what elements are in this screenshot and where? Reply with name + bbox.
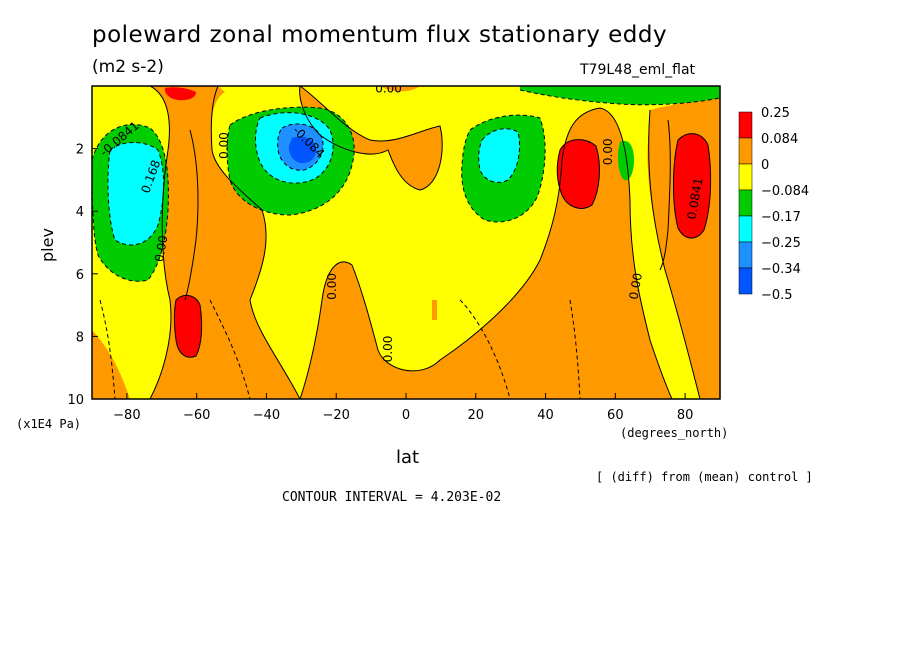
contour-line [659, 119, 671, 271]
y-tick-label: 2 [76, 143, 84, 158]
x-tick-label: 0 [402, 408, 410, 423]
run-label: T79L48_eml_flat [580, 62, 696, 78]
x-axis: −80 −60 −40 −20 0 20 40 60 80 [113, 393, 693, 423]
x-axis-label: lat [396, 447, 420, 468]
contour-line [149, 86, 172, 399]
contour-line-negative [461, 114, 546, 223]
positive-max [673, 133, 711, 239]
positive-max [164, 87, 196, 101]
x-tick-label: −60 [183, 408, 210, 423]
positive-max [557, 139, 600, 209]
contour-line-negative [99, 299, 116, 399]
x-tick-label: −80 [113, 408, 140, 423]
contour-line-negative [255, 112, 334, 184]
positive-band [432, 300, 437, 320]
negative-core [288, 136, 317, 164]
positive-max [174, 295, 202, 358]
contour-line [673, 133, 712, 239]
contour-line-negative [209, 299, 251, 399]
x-tick-label: 60 [607, 408, 624, 423]
x-tick-label: 40 [537, 408, 554, 423]
colorbar-label: 0.25 [761, 106, 790, 121]
negative-band [617, 140, 634, 181]
diff-note: [ (diff) from (mean) control ] [596, 470, 813, 484]
colorbar-label: −0.25 [761, 236, 801, 251]
contour-line [184, 129, 199, 301]
x-tick-label: 80 [677, 408, 694, 423]
chart-title: poleward zonal momentum flux stationary … [92, 22, 668, 48]
positive-band [299, 86, 443, 190]
colorbar-label: −0.5 [761, 288, 793, 303]
colorbar-swatch [738, 267, 753, 295]
y-tick-label: 8 [76, 330, 84, 345]
negative-band-strong [478, 128, 520, 183]
colorbar-swatch [738, 189, 753, 217]
y-axis: 2 4 6 8 10 [67, 143, 98, 408]
contour-line-negative [459, 299, 511, 399]
contour-line-negative [519, 89, 720, 106]
contour-label: 0.00 [601, 138, 615, 165]
contour-label: 0.00 [381, 336, 395, 363]
contour-label: 0.00 [217, 132, 231, 159]
y-tick-label: 6 [76, 268, 84, 283]
negative-band-strong [107, 142, 164, 245]
colorbar-swatch [738, 215, 753, 243]
colorbar-label: −0.34 [761, 262, 801, 277]
colorbar-label: −0.17 [761, 210, 801, 225]
colorbar-swatch [738, 163, 753, 191]
contour-line-negative [569, 299, 581, 399]
colorbar-swatch [738, 241, 753, 269]
y-tick-label: 4 [76, 205, 84, 220]
chart-units: (m2 s-2) [92, 57, 164, 77]
colorbar-label: 0 [761, 158, 769, 173]
contour-line-negative [107, 142, 165, 246]
contour-label: 0.00 [152, 234, 170, 263]
contour-label: 0.00 [325, 273, 339, 300]
positive-band [92, 330, 130, 399]
y-tick-label: 10 [67, 393, 84, 408]
contour-line-negative [226, 106, 355, 216]
x-tick-label: −20 [323, 408, 350, 423]
contour-line [648, 109, 701, 399]
colorbar-label: −0.084 [761, 184, 809, 199]
x-tick-label: −40 [253, 408, 280, 423]
contour-line [299, 107, 673, 399]
contour-line [556, 139, 600, 209]
x-tick-label: 20 [468, 408, 485, 423]
contour-line-negative [478, 128, 521, 183]
colorbar: 0.25 0.084 0 −0.084 −0.17 −0.25 −0.34 −0.5 [738, 106, 809, 303]
colorbar-label: 0.084 [761, 132, 798, 147]
negative-band [520, 86, 720, 105]
x-axis-units: (degrees_north) [620, 426, 729, 440]
contour-interval: CONTOUR INTERVAL = 4.203E-02 [282, 490, 502, 505]
colorbar-swatch [738, 137, 753, 165]
contour-line [174, 294, 203, 358]
contour-line-negative [92, 124, 169, 282]
contour-label: 0.00 [627, 272, 645, 301]
y-axis-units: (x1E4 Pa) [16, 417, 82, 431]
positive-band [380, 86, 420, 92]
colorbar-swatch [738, 111, 753, 139]
contour-label: 0.00 [375, 82, 402, 96]
contour-line-negative [277, 123, 324, 171]
